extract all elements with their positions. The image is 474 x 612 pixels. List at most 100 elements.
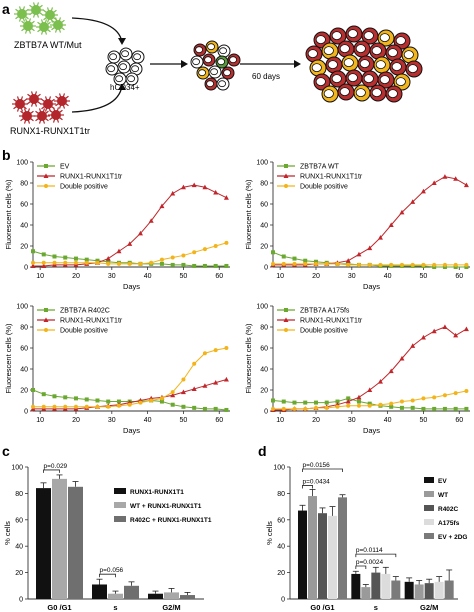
data-point bbox=[399, 399, 404, 404]
expanded-cell-nucleus bbox=[391, 62, 402, 71]
data-point bbox=[127, 402, 132, 407]
y-tick-label: 20 bbox=[260, 388, 268, 395]
category-label: G0 /G1 bbox=[310, 603, 334, 612]
data-point bbox=[224, 263, 229, 268]
data-point bbox=[367, 245, 373, 251]
data-point bbox=[292, 406, 297, 411]
legend-swatch bbox=[424, 477, 434, 483]
x-tick-label: 50 bbox=[420, 273, 428, 280]
expanded-cell-nucleus bbox=[379, 33, 390, 42]
y-tick-label: 60 bbox=[260, 202, 268, 209]
data-point bbox=[271, 250, 275, 255]
legend-marker bbox=[44, 328, 48, 332]
data-point bbox=[356, 399, 361, 404]
data-point bbox=[170, 255, 175, 260]
data-point bbox=[213, 189, 219, 195]
y-tick-label: 100 bbox=[16, 160, 28, 167]
expanded-cell-nucleus bbox=[311, 63, 322, 72]
bar bbox=[164, 592, 179, 599]
data-point bbox=[464, 262, 469, 267]
data-point bbox=[105, 256, 111, 261]
data-point bbox=[463, 182, 469, 188]
series-line bbox=[273, 326, 467, 411]
y-tick-label: 100 bbox=[16, 304, 28, 311]
data-point bbox=[224, 240, 229, 245]
data-point bbox=[410, 262, 415, 267]
category-label: G2/M bbox=[162, 603, 180, 612]
arrow-head-top bbox=[118, 38, 126, 45]
white-cell-nucleus bbox=[131, 65, 139, 73]
expanded-cell-nucleus bbox=[363, 31, 374, 40]
data-point bbox=[378, 262, 383, 267]
y-tick-label: 0 bbox=[264, 409, 268, 416]
virus-red-particle bbox=[22, 111, 32, 121]
x-tick-label: 60 bbox=[455, 273, 463, 280]
data-point bbox=[116, 403, 121, 408]
expanded-cell-nucleus bbox=[371, 88, 382, 97]
data-point bbox=[378, 402, 383, 407]
data-point bbox=[399, 262, 404, 267]
data-point bbox=[356, 394, 362, 400]
x-axis-label: Days bbox=[123, 282, 140, 291]
legend-marker bbox=[44, 308, 48, 312]
legend-label: RUNX1-RUNX1T1 bbox=[130, 489, 184, 496]
y-tick-label: 80 bbox=[20, 181, 28, 188]
virus-red-particle bbox=[51, 110, 61, 120]
white-cell-nucleus bbox=[107, 65, 115, 73]
data-point bbox=[192, 361, 197, 366]
legend-swatch bbox=[424, 505, 434, 511]
data-point bbox=[377, 235, 383, 240]
expanded-cell-nucleus bbox=[359, 59, 370, 68]
data-point bbox=[180, 184, 186, 190]
data-point bbox=[41, 260, 46, 265]
data-point bbox=[324, 261, 329, 266]
y-tick-label: 80 bbox=[20, 325, 28, 332]
data-point bbox=[224, 346, 229, 350]
legend-label: Double positive bbox=[300, 184, 348, 191]
bar bbox=[434, 581, 444, 599]
virus-green-particle bbox=[23, 21, 33, 31]
data-point bbox=[453, 332, 459, 338]
significance-bracket bbox=[302, 468, 343, 472]
virus-red-particle bbox=[43, 99, 53, 109]
data-point bbox=[292, 400, 297, 405]
y-tick-label: 100 bbox=[256, 160, 268, 167]
legend-marker bbox=[284, 308, 288, 312]
y-tick-label: 60 bbox=[20, 202, 28, 209]
x-axis-label: Days bbox=[363, 426, 380, 435]
arrow-head-mixed bbox=[181, 60, 188, 68]
arrow-head-bottom bbox=[118, 83, 126, 90]
virus-green-particle bbox=[45, 10, 55, 20]
data-point bbox=[116, 261, 121, 266]
bar bbox=[298, 510, 307, 599]
expanded-cell-nucleus bbox=[407, 64, 418, 73]
data-point bbox=[377, 379, 383, 384]
significance-bracket bbox=[355, 565, 367, 569]
y-tick-label: 20 bbox=[20, 244, 28, 251]
data-point bbox=[431, 180, 437, 185]
data-point bbox=[442, 262, 447, 267]
expanded-cell-nucleus bbox=[375, 60, 386, 69]
data-point bbox=[213, 380, 219, 385]
data-point bbox=[41, 263, 47, 268]
data-point bbox=[202, 406, 207, 411]
data-point bbox=[191, 386, 197, 391]
schematic-label-zbtb7a: ZBTB7A WT/Mut bbox=[14, 40, 82, 50]
mixed-cell-nucleus bbox=[229, 56, 237, 64]
data-point bbox=[303, 258, 308, 263]
white-cell-nucleus bbox=[119, 63, 127, 71]
data-point bbox=[213, 263, 218, 268]
y-tick-label: 20 bbox=[15, 570, 23, 577]
data-point bbox=[159, 257, 164, 262]
y-tick-label: 100 bbox=[273, 465, 285, 472]
legend-marker bbox=[44, 164, 48, 168]
data-point bbox=[346, 262, 351, 267]
virus-red-particle bbox=[57, 96, 67, 106]
data-point bbox=[224, 407, 229, 412]
data-point bbox=[63, 404, 68, 409]
data-point bbox=[453, 265, 458, 269]
virus-red-particle bbox=[37, 111, 47, 121]
legend-label: Double positive bbox=[300, 328, 348, 335]
legend-label: R402C + RUNX1-RUNX1T1 bbox=[130, 517, 212, 524]
